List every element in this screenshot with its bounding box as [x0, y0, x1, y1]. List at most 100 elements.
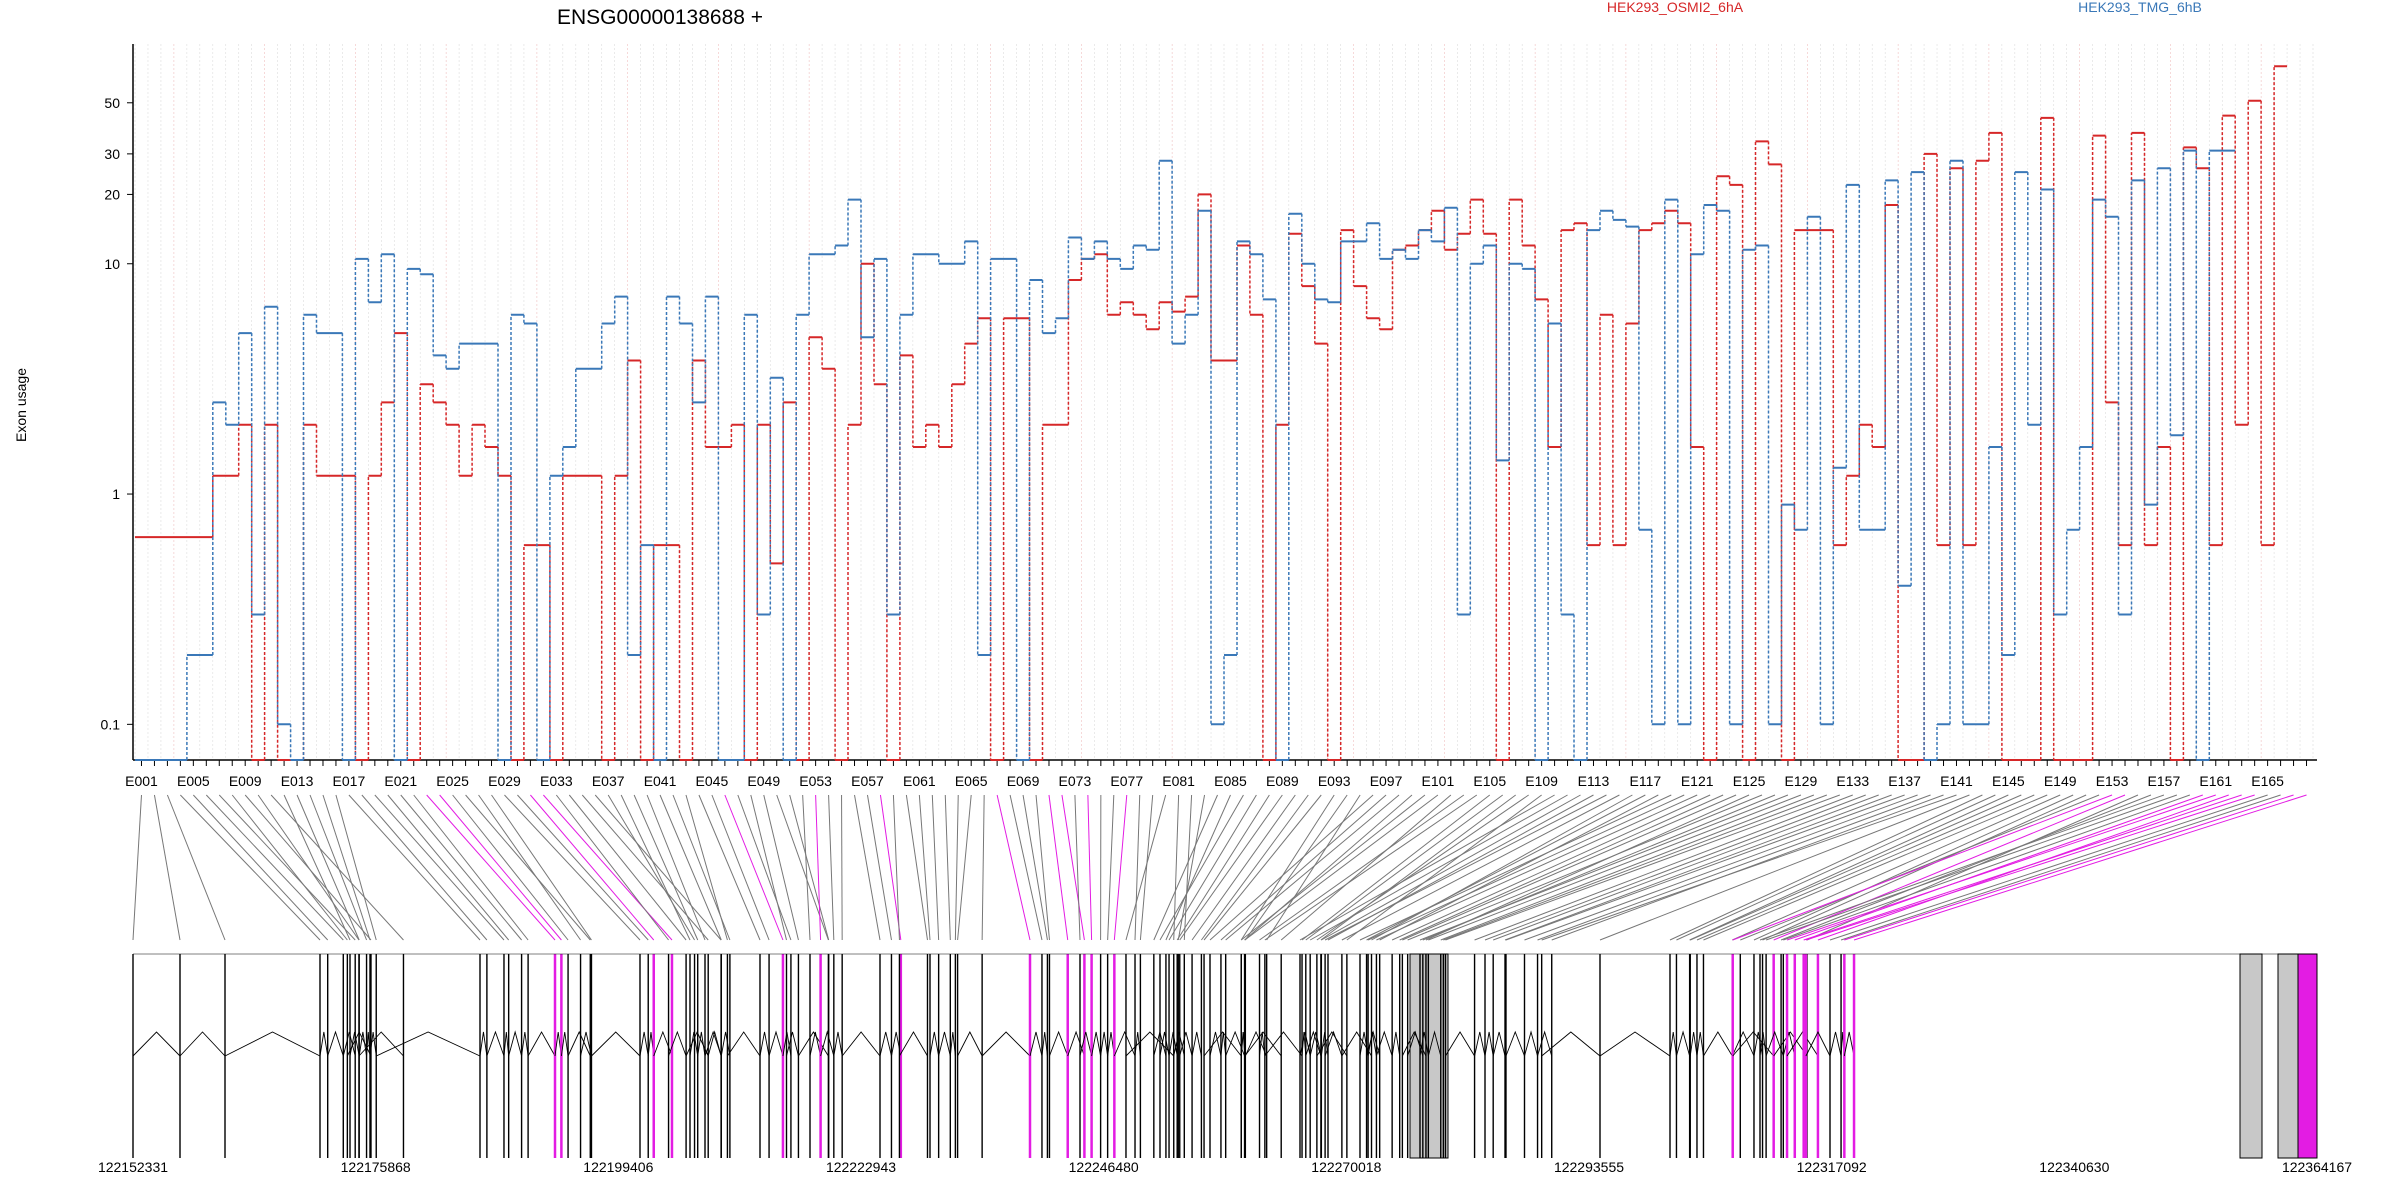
connector-line	[711, 794, 770, 941]
connector-line	[1301, 794, 1491, 941]
x-tick-label: E045	[696, 773, 729, 789]
connector-line	[620, 794, 691, 941]
gene-model-intron	[1067, 1030, 1085, 1057]
connector-line	[1840, 794, 2281, 941]
gene-model-intron	[689, 1031, 699, 1057]
connector-line	[789, 794, 830, 941]
gene-model-intron	[1696, 1031, 1704, 1057]
genomic-coordinate-label: 122175868	[341, 1159, 411, 1175]
connector-line	[659, 794, 722, 941]
connector-line	[270, 794, 404, 941]
x-tick-label: E145	[1992, 773, 2025, 789]
connector-line	[1309, 794, 1568, 941]
connector-line	[1391, 794, 1711, 941]
connector-line	[866, 794, 892, 941]
connector-line	[1428, 794, 1802, 941]
x-tick-label: E133	[1836, 773, 1869, 789]
gene-model-intron	[1505, 1030, 1525, 1057]
connector-line	[1220, 794, 1387, 941]
x-tick-label: E113	[1578, 773, 1610, 789]
connector-line	[1696, 794, 2035, 941]
connector-line	[594, 794, 722, 941]
connector-line	[400, 794, 522, 941]
connector-line	[1259, 794, 1465, 941]
x-tick-label: E137	[1888, 773, 1921, 789]
connector-line	[543, 794, 673, 941]
series-connector-HEK293_TMG_6hB	[186, 150, 2211, 760]
connector-line	[1844, 794, 2294, 941]
x-tick-label: E089	[1266, 773, 1299, 789]
connector-line	[1399, 794, 1724, 941]
genomic-coordinate-axis: 122152331 122175868 122199406 122222943 1222…	[98, 1159, 2352, 1175]
connector-line	[607, 794, 695, 941]
connector-line	[957, 794, 972, 941]
connector-line	[1087, 794, 1093, 941]
connector-line	[815, 794, 822, 941]
connector-line	[1107, 794, 1115, 941]
connector-line	[283, 794, 351, 941]
x-tick-label: E005	[177, 773, 210, 789]
connector-line	[413, 794, 529, 941]
connector-line	[1022, 794, 1048, 941]
x-tick-label: E121	[1681, 773, 1714, 789]
connector-line	[1168, 794, 1257, 941]
connector-line	[918, 794, 931, 941]
x-tick-label: E049	[747, 773, 780, 789]
x-tick-label: E125	[1733, 773, 1766, 789]
gene-model-intron	[639, 1031, 649, 1057]
genomic-coordinate-label: 122293555	[1554, 1159, 1624, 1175]
gene-model-intron	[369, 1031, 377, 1057]
connector-line	[1240, 794, 1426, 941]
connector-line	[1201, 794, 1309, 941]
gene-model-intron	[820, 1030, 835, 1057]
gene-model-intron-block	[2239, 953, 2263, 1159]
connector-line	[335, 794, 377, 941]
legend-label-HEK293_TMG_6hB: HEK293_TMG_6hB	[2078, 0, 2202, 15]
connector-line	[491, 794, 592, 941]
x-axis: E001 E005 E009 E013 E017 E021 E025 E029 E033 E037…	[125, 759, 2317, 789]
x-tick-label: E077	[1110, 773, 1143, 789]
connector-line	[1074, 794, 1081, 941]
x-tick-label: E025	[436, 773, 469, 789]
x-tick-label: E065	[955, 773, 988, 789]
gene-model-intron	[727, 1031, 761, 1057]
connector-line	[1407, 794, 1763, 941]
connector-line	[361, 794, 488, 941]
connector-line	[1425, 794, 1750, 941]
y-tick-label: 10	[104, 256, 120, 272]
connector-line	[1324, 794, 1607, 941]
connector-line	[1794, 794, 2203, 941]
gene-model-intron	[1191, 1031, 1202, 1057]
gene-model-intron	[342, 1031, 356, 1057]
gene-model-intron	[1244, 1030, 1268, 1057]
gene-model-intron	[1168, 1031, 1178, 1057]
plot-grid	[134, 44, 2314, 760]
y-tick-label: 0.1	[101, 716, 121, 732]
gene-model-intron	[1782, 1031, 1796, 1057]
connector-line	[517, 794, 649, 941]
connector-line	[1805, 794, 2255, 941]
gene-model-intron	[1049, 1030, 1069, 1057]
gene-model-intron	[1100, 1031, 1109, 1057]
connector-line	[1113, 794, 1128, 941]
gene-model-intron	[132, 1031, 181, 1057]
connector-line	[1009, 794, 1043, 941]
connector-line	[1783, 794, 2191, 941]
gene-model-intron	[1829, 1031, 1842, 1057]
connector-line	[1753, 794, 2074, 941]
gene-model-intron	[1759, 1031, 1767, 1057]
connector-line	[452, 794, 569, 941]
connector-line	[892, 794, 900, 941]
connector-line	[1829, 794, 2268, 941]
connector-line	[685, 794, 728, 941]
gene-model-intron	[938, 1031, 951, 1057]
chart-title: ENSG00000138688 +	[557, 6, 763, 29]
gene-model-intron	[1669, 1031, 1677, 1057]
gene-model-intron	[179, 1031, 226, 1057]
connector-line	[1371, 794, 1633, 941]
gene-model-intron	[1029, 1031, 1043, 1057]
x-tick-label: E129	[1785, 773, 1818, 789]
connector-line	[1203, 794, 1322, 941]
connector-line	[698, 794, 761, 941]
